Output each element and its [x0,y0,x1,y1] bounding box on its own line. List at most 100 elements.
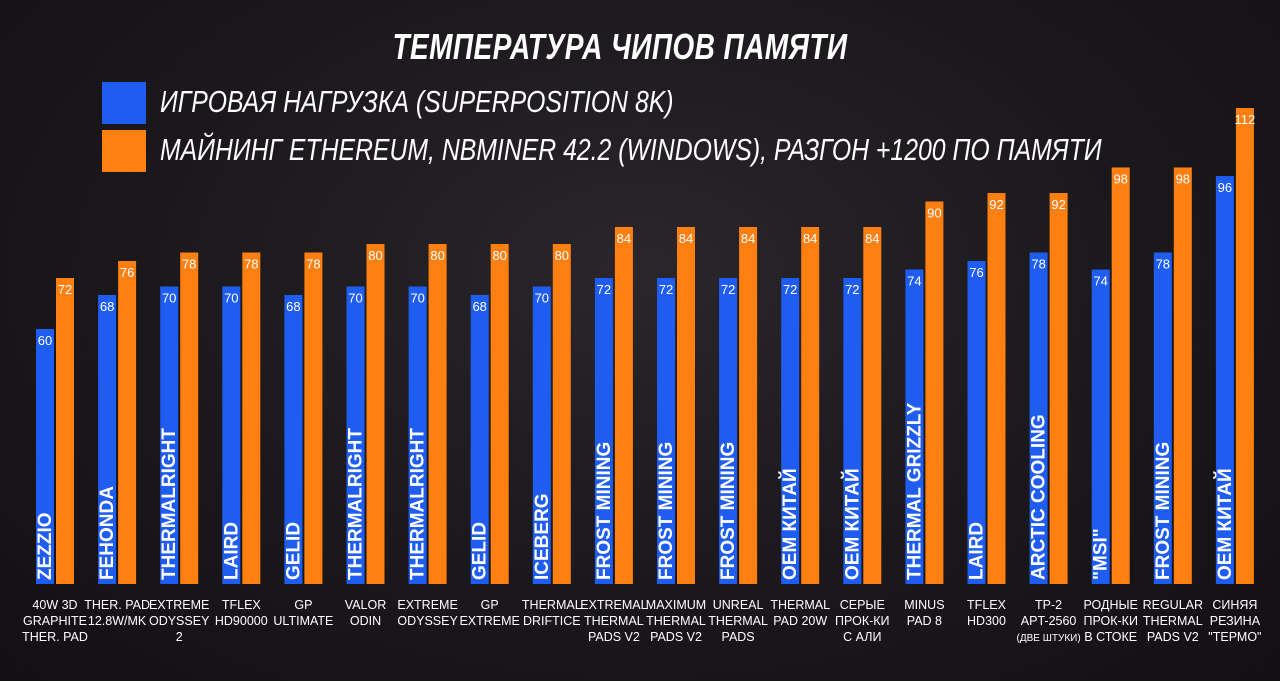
category-label-9-2: PADS V2 [588,630,640,644]
bar-gaming-18 [1153,252,1172,584]
category-label-14-1: PAD 8 [907,614,942,628]
bar-gaming-2 [160,286,179,584]
category-label-17-2: В СТОКЕ [1084,630,1137,644]
category-label-16-0: TP-2 [1035,598,1062,612]
category-label-11-0: UNREAL [713,598,764,612]
value-label-mining-5: 80 [368,248,382,263]
brand-label-4: GELID [283,522,304,580]
category-label-17-0: РОДНЫЕ [1083,598,1137,612]
category-label-17-1: ПРОК-КИ [1083,614,1137,628]
bar-mining-7 [490,244,509,584]
brand-label-5: THERMALRIGHT [346,428,367,580]
category-label-4-1: ULTIMATE [273,614,333,628]
bar-mining-1 [118,261,137,584]
value-label-mining-3: 78 [244,257,258,272]
category-label-9-0: EXTREMAL [580,598,647,612]
value-label-gaming-15: 76 [969,265,983,280]
brand-label-6: THERMALRIGHT [408,428,429,580]
brand-label-8: ICEBERG [532,493,553,580]
category-label-4-0: GP [294,598,312,612]
bar-gaming-12 [781,278,800,584]
value-label-gaming-0: 60 [38,333,52,348]
value-label-mining-4: 78 [306,257,320,272]
value-label-gaming-4: 68 [286,299,300,314]
value-label-gaming-11: 72 [721,282,735,297]
value-label-mining-9: 84 [617,231,631,246]
bar-mining-15 [987,193,1006,584]
value-label-gaming-5: 70 [348,291,362,306]
bar-mining-0 [56,278,74,584]
category-label-8-1: DRIFTICE [523,614,581,628]
bar-gaming-6 [408,286,427,584]
category-label-10-1: THERMAL [646,614,706,628]
bar-gaming-4 [284,295,303,584]
value-label-mining-11: 84 [741,231,755,246]
bar-gaming-15 [967,261,986,584]
category-label-3-0: TFLEX [222,598,262,612]
category-label-7-1: EXTREME [459,614,519,628]
category-label-5-1: ODIN [350,614,381,628]
category-label-9-1: THERMAL [584,614,644,628]
category-label-6-1: ODYSSEY [397,614,458,628]
category-label-10-2: PADS V2 [650,630,702,644]
value-label-mining-1: 76 [120,265,134,280]
bar-mining-4 [304,252,323,584]
value-label-mining-6: 80 [430,248,444,263]
value-label-mining-13: 84 [865,231,879,246]
category-label-11-2: PADS [722,630,755,644]
bar-mining-14 [925,201,944,584]
bar-mining-5 [366,244,385,584]
value-label-mining-0: 72 [58,282,72,297]
brand-label-7: GELID [470,522,491,580]
category-label-1-1: 12.8W/MK [88,614,147,628]
category-label-13-1: ПРОК-КИ [835,614,889,628]
brand-label-14: THERMAL GRIZZLY [904,402,925,580]
brand-label-3: LAIRD [221,522,242,580]
bar-gaming-9 [594,278,613,584]
category-label-5-0: VALOR [345,598,386,612]
category-label-16-1: APT-2560 [1021,614,1077,628]
category-label-18-1: THERMAL [1143,614,1203,628]
brand-label-18: FROST MINING [1153,442,1174,580]
brand-label-15: LAIRD [967,522,988,580]
category-label-0-1: GRAPHITE [23,614,87,628]
bar-mining-9 [614,227,633,584]
category-label-7-0: GP [481,598,499,612]
category-label-6-0: EXTREME [397,598,457,612]
value-label-gaming-6: 70 [410,291,424,306]
bar-gaming-0 [36,329,54,584]
bar-gaming-13 [843,278,862,584]
bar-gaming-10 [657,278,675,584]
bar-mining-13 [863,227,882,584]
bar-mining-3 [242,252,261,584]
bar-mining-16 [1049,193,1068,584]
category-label-13-0: СЕРЫЕ [840,598,885,612]
bar-mining-2 [180,252,199,584]
category-label-2-0: EXTREME [149,598,209,612]
value-label-gaming-9: 72 [597,282,611,297]
category-label-13-2: С АЛИ [843,630,881,644]
value-label-gaming-2: 70 [162,291,176,306]
category-label-16-2: (ДВЕ ШТУКИ) [1016,633,1080,644]
bar-gaming-5 [346,286,365,584]
value-label-gaming-18: 78 [1156,257,1170,272]
value-label-mining-7: 80 [492,248,506,263]
value-label-gaming-12: 72 [783,282,797,297]
value-label-mining-16: 92 [1051,197,1065,212]
value-label-gaming-13: 72 [845,282,859,297]
bar-gaming-17 [1091,269,1110,584]
bar-mining-17 [1111,167,1130,584]
brand-label-0: ZEZZIO [35,512,56,580]
category-label-19-0: СИНЯЯ [1212,598,1257,612]
bar-mining-19 [1235,108,1254,584]
bar-gaming-8 [532,286,551,584]
bar-gaming-16 [1029,252,1048,584]
category-label-18-0: REGULAR [1143,598,1203,612]
bar-mining-11 [739,227,758,584]
category-label-10-0: MAXIMUM [646,598,706,612]
brand-label-19: OEM КИТАЙ [1214,468,1236,580]
value-label-gaming-7: 68 [472,299,486,314]
brand-label-12: OEM КИТАЙ [779,468,801,580]
value-label-gaming-19: 96 [1218,180,1232,195]
